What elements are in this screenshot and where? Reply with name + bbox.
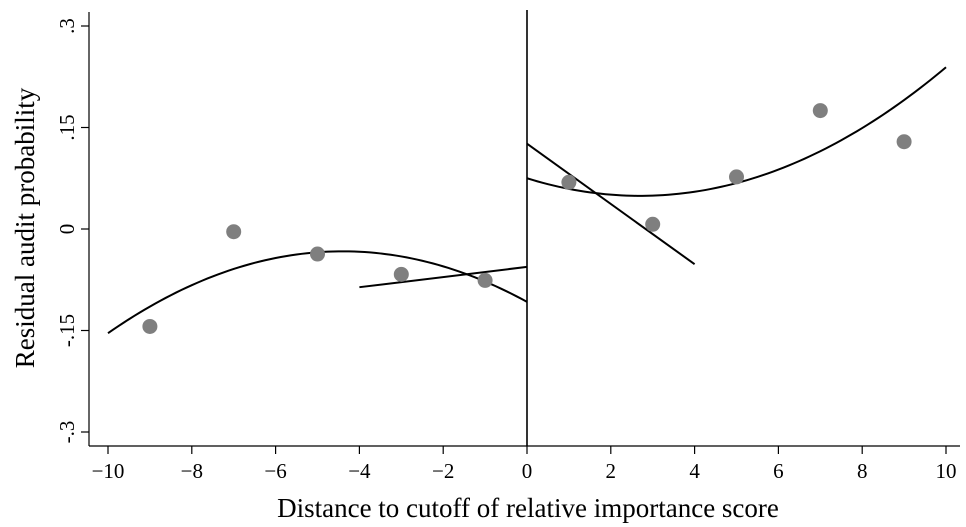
y-tick-label: -.15 [55, 314, 79, 347]
x-tick-label: 6 [773, 459, 784, 483]
data-point [226, 224, 242, 240]
y-tick-label: .3 [55, 18, 79, 34]
data-point [310, 246, 325, 262]
data-point [896, 134, 912, 150]
data-point [645, 216, 661, 232]
x-tick-label: −8 [181, 459, 203, 483]
data-point [142, 318, 158, 334]
data-point [561, 174, 577, 190]
x-tick-label: −6 [264, 459, 286, 483]
x-tick-label: 0 [522, 459, 533, 483]
y-tick-label: 0 [55, 224, 79, 235]
data-point [477, 272, 493, 288]
linear-fit-left [359, 265, 528, 289]
y-tick-label: -.3 [55, 421, 79, 444]
x-tick-label: −4 [348, 459, 371, 483]
quadratic-fit-left [107, 250, 528, 335]
x-tick-label: −10 [92, 459, 125, 483]
x-tick-label: 2 [606, 459, 617, 483]
x-tick-label: −2 [432, 459, 454, 483]
data-point [729, 169, 744, 185]
x-axis-title: Distance to cutoff of relative importanc… [277, 493, 779, 523]
x-tick-label: 10 [936, 459, 957, 483]
x-tick-label: 8 [857, 459, 868, 483]
data-point [812, 103, 828, 119]
x-tick-label: 4 [689, 459, 700, 483]
y-tick-label: .15 [55, 114, 79, 140]
linear-fit-right [526, 142, 696, 265]
y-axis-title: Residual audit probability [10, 87, 40, 368]
data-point [393, 266, 409, 282]
